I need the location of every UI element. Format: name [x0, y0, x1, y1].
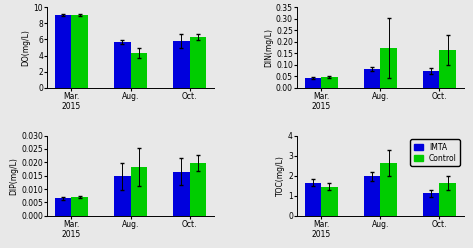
Bar [173, 172, 190, 216]
Bar [114, 176, 131, 216]
Bar [305, 78, 321, 88]
Bar [173, 41, 190, 88]
Y-axis label: DIP(mg/L): DIP(mg/L) [9, 157, 18, 195]
Bar [190, 163, 206, 216]
Bar [380, 48, 397, 88]
Bar [131, 167, 147, 216]
Bar [423, 71, 439, 88]
Y-axis label: TOC(mg/L): TOC(mg/L) [276, 155, 285, 196]
Bar [190, 37, 206, 88]
Bar [71, 15, 88, 88]
Bar [114, 42, 131, 88]
Bar [55, 198, 71, 216]
Bar [131, 53, 147, 88]
Bar [423, 193, 439, 216]
Bar [364, 69, 380, 88]
Bar [321, 187, 338, 216]
Bar [364, 176, 380, 216]
Bar [55, 15, 71, 88]
Bar [71, 197, 88, 216]
Y-axis label: DO(mg/L): DO(mg/L) [22, 29, 31, 66]
Bar [439, 50, 456, 88]
Bar [305, 183, 321, 216]
Legend: IMTA, Control: IMTA, Control [411, 139, 460, 166]
Y-axis label: DIN(mg/L): DIN(mg/L) [264, 28, 273, 67]
Bar [380, 163, 397, 216]
Bar [439, 183, 456, 216]
Bar [321, 77, 338, 88]
